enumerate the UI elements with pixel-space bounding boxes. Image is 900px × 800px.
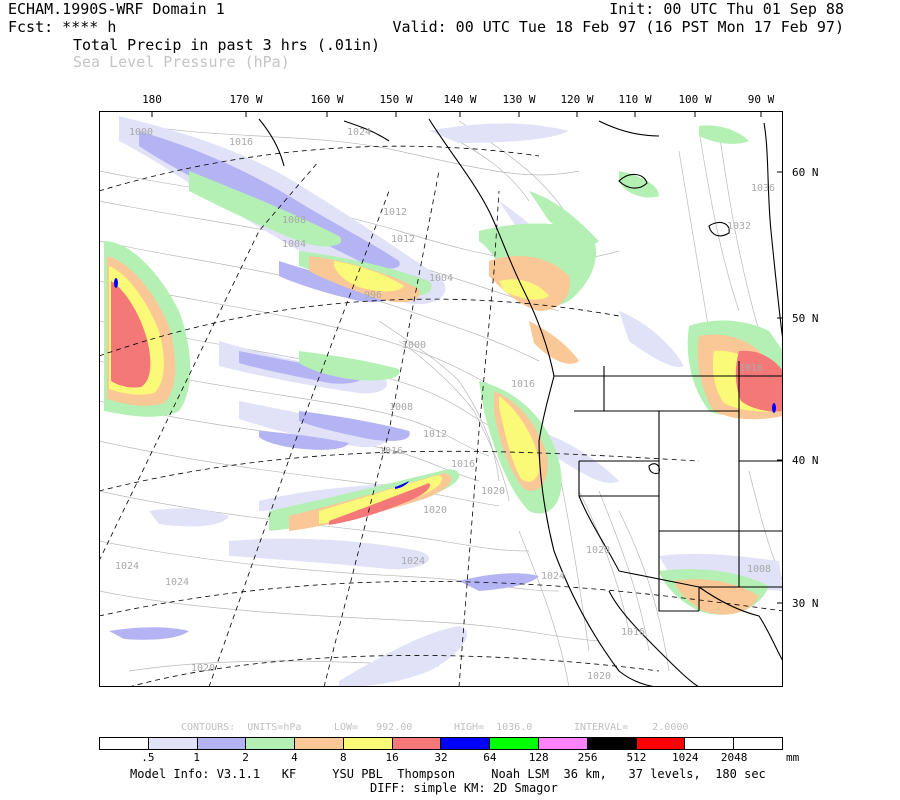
lon-label: 130 W: [502, 93, 536, 106]
pressure-label: 1020: [191, 663, 215, 674]
colorbar-tick-label: 32: [434, 751, 448, 764]
model-domain-title: ECHAM.1990S-WRF Domain 1: [8, 0, 225, 18]
colorbar-tick-label: 4: [291, 751, 298, 764]
colorbar-swatch: [295, 738, 344, 749]
coastline-borders: [258, 118, 783, 687]
pressure-label: 1012: [383, 207, 407, 218]
colorbar-swatch: [490, 738, 540, 749]
lat-label: 30 N: [792, 597, 819, 610]
colorbar-tick-label: 1024: [672, 751, 699, 764]
map-background: [99, 111, 783, 687]
model-info-line: Model Info: V3.1.1 KF YSU PBL Thompson N…: [130, 767, 766, 781]
colorbar-units: mm: [786, 751, 800, 764]
pressure-label: 996: [364, 290, 382, 301]
colorbar-tick-label: 2: [242, 751, 249, 764]
colorbar-swatch: [246, 738, 296, 749]
pressure-label: 1016: [379, 446, 403, 457]
pressure-label: 1016: [739, 363, 763, 374]
precip-colorbar: [99, 737, 783, 750]
map-frame: [99, 111, 783, 687]
pressure-label: 1008: [389, 402, 413, 413]
pressure-label: 1024: [541, 571, 565, 582]
lon-label: 160 W: [310, 93, 344, 106]
lat-label: 50 N: [792, 312, 819, 325]
pressure-label: 1020: [587, 671, 611, 682]
colorbar-tick-label: .5: [141, 751, 155, 764]
colorbar-tick-label: 8: [339, 751, 347, 764]
colorbar-tick-label: 16: [385, 751, 399, 764]
lon-label: 90 W: [747, 93, 775, 106]
pressure-label: 1008: [282, 215, 306, 226]
init-time: Init: 00 UTC Thu 01 Sep 88: [609, 0, 844, 18]
precip-salmon: [111, 281, 783, 525]
pressure-label: 1016: [451, 459, 475, 470]
pressure-label: 1012: [423, 429, 447, 440]
pressure-label: 1016: [229, 137, 253, 148]
colorbar-swatch: [685, 738, 735, 749]
pressure-label: 1024: [347, 127, 371, 138]
pressure-label: 1032: [727, 221, 751, 232]
colorbar-swatch: [148, 738, 198, 749]
pressure-label: 1016: [621, 627, 645, 638]
pressure-label: 1036: [751, 183, 775, 194]
contour-interval: INTERVAL= 2.0000: [574, 722, 689, 733]
pressure-label: 1016: [511, 379, 535, 390]
colorbar-swatch: [197, 738, 247, 749]
colorbar-swatch: [100, 738, 149, 749]
lon-label: 180: [142, 93, 162, 106]
colorbar-swatch: [343, 738, 393, 749]
valid-time: Valid: 00 UTC Tue 18 Feb 97 (16 PST Mon …: [392, 18, 844, 36]
colorbar-swatch: [636, 738, 686, 749]
lon-label: 170 W: [229, 93, 263, 106]
colorbar-tick-label: 128: [528, 751, 549, 764]
contour-units: CONTOURS: UNITS=hPa: [181, 722, 302, 733]
pressure-label: 1020: [586, 545, 610, 556]
lon-label: 100 W: [678, 93, 712, 106]
pressure-label: 1020: [481, 486, 505, 497]
lat-label: 40 N: [792, 454, 819, 467]
pressure-label: 1008: [747, 564, 771, 575]
contour-info: CONTOURS: UNITS=hPa LOW= 992.00 HIGH= 10…: [0, 722, 900, 736]
pressure-label: 1000: [402, 340, 426, 351]
colorbar-swatch: [539, 738, 588, 749]
colorbar-tick-label: 2048: [720, 751, 748, 764]
pressure-label: 1024: [115, 561, 139, 572]
pressure-label: 1000: [129, 127, 153, 138]
colorbar-swatch: [587, 738, 637, 749]
colorbar-swatch: [392, 738, 442, 749]
colorbar-swatch: [441, 738, 491, 749]
pressure-contour-labels: 1000 1024 1016 1012 1036 1008 1004 1032 …: [115, 127, 775, 682]
precip-blue: [114, 278, 776, 489]
pressure-label: 1024: [165, 577, 189, 588]
colorbar-tick-label: 64: [483, 751, 497, 764]
pressure-label: 1024: [401, 556, 425, 567]
colorbar-tick-label: 512: [626, 751, 647, 764]
graticule-lines: [99, 145, 783, 687]
field-title-slp: Sea Level Pressure (hPa): [73, 53, 290, 71]
diffusion-info-line: DIFF: simple KM: 2D Smagor: [370, 781, 558, 795]
pressure-label: 1004: [429, 273, 453, 284]
colorbar-swatch: [734, 738, 782, 749]
lat-label: 60 N: [792, 166, 819, 179]
field-title-precip: Total Precip in past 3 hrs (.01in): [73, 36, 381, 54]
lon-label: 150 W: [379, 93, 413, 106]
map-panel: 1000 1024 1016 1012 1036 1008 1004 1032 …: [99, 111, 783, 687]
pressure-label: 1012: [391, 234, 415, 245]
colorbar-tick-label: 256: [577, 751, 598, 764]
lon-label: 120 W: [560, 93, 594, 106]
pressure-label: 1004: [282, 239, 306, 250]
lon-label: 110 W: [618, 93, 652, 106]
forecast-hour: Fcst: **** h: [8, 18, 117, 36]
pressure-label: 1020: [423, 505, 447, 516]
contour-low: LOW= 992.00: [334, 722, 413, 733]
lon-label: 140 W: [443, 93, 477, 106]
contour-high: HIGH= 1036.0: [454, 722, 533, 733]
colorbar-tick-label: 1: [193, 751, 201, 764]
